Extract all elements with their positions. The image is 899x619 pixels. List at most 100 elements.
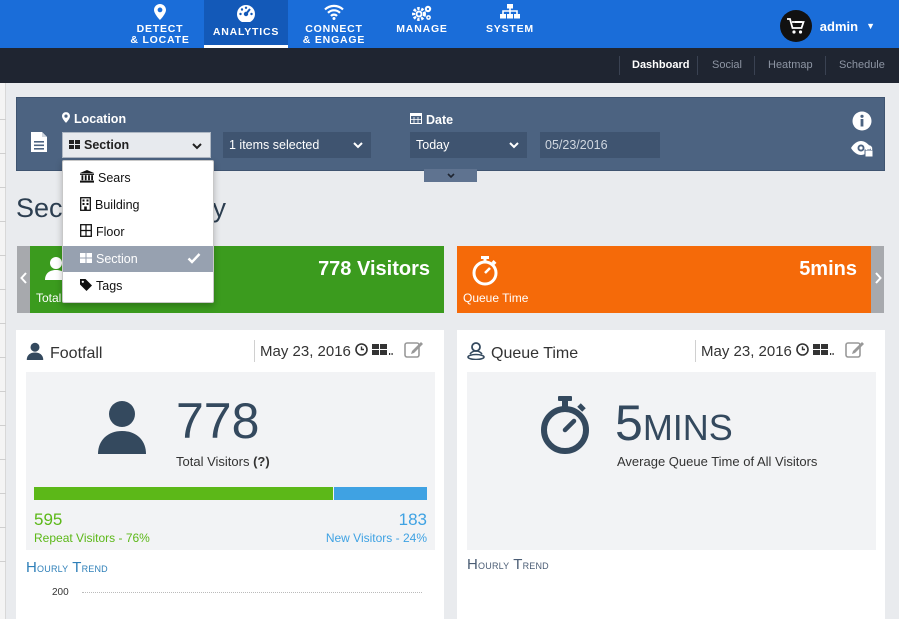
new-visitors-count: 183 (398, 510, 427, 529)
avg-queue-value-unit: MINS (642, 407, 733, 448)
queue-kpi-value: 5mins (799, 258, 857, 280)
tab-social[interactable]: Social (712, 59, 742, 71)
queue-trend-title: Hourly Trend (467, 556, 549, 573)
carousel-next-button[interactable] (871, 246, 884, 313)
section-grid-icon (80, 252, 92, 266)
collapse-filter-toggle[interactable] (424, 169, 477, 182)
caret-down-icon: ▼ (866, 21, 875, 31)
user-icon (97, 400, 147, 459)
dropdown-item-building[interactable]: Building (63, 192, 213, 218)
footfall-date: May 23, 2016 (260, 342, 351, 360)
location-label-text: Location (74, 112, 127, 126)
dropdown-item-label: Building (95, 198, 140, 212)
page-title: Sec y (16, 193, 226, 224)
total-visitors-value: 778 (176, 393, 260, 449)
date-label-text: Date (426, 112, 454, 127)
page-title-end: y (212, 193, 227, 223)
tab-heatmap[interactable]: Heatmap (768, 59, 813, 71)
map-marker-icon (62, 112, 70, 126)
trend-title-part: T (72, 559, 82, 576)
repeat-visitors-count: 595 (34, 510, 63, 529)
building-icon (80, 196, 91, 214)
divider (825, 56, 826, 75)
dropdown-item-label: Floor (96, 225, 125, 239)
tab-dashboard[interactable]: Dashboard (632, 59, 690, 71)
filter-panel: Location Section 1 items selected Date T… (16, 97, 885, 182)
dropdown-item-label: Sears (98, 171, 131, 185)
map-marker-icon (118, 4, 202, 22)
queue-toolbar: May 23, 2016 (695, 340, 865, 362)
repeat-visitors-label: Repeat Visitors - 76% (34, 531, 150, 545)
items-select[interactable]: 1 items selected (223, 132, 371, 158)
nav-label-line1: SYSTEM (486, 23, 534, 35)
carousel-prev-button[interactable] (17, 246, 30, 313)
edit-icon[interactable] (845, 340, 865, 362)
chevron-down-icon (192, 133, 202, 168)
document-icon[interactable] (30, 131, 48, 158)
checkmark-icon (187, 251, 201, 268)
calendar-icon (410, 112, 422, 127)
chevron-down-icon (353, 132, 363, 167)
clock-icon[interactable] (796, 342, 809, 360)
user-menu[interactable]: admin ▼ (779, 10, 875, 42)
eye-lock-icon[interactable] (850, 140, 874, 163)
help-link[interactable]: (?) (253, 454, 270, 469)
sitemap-icon (468, 4, 552, 22)
trend-title-part: T (513, 556, 523, 573)
info-icon[interactable] (852, 111, 872, 136)
location-type-dropdown: Sears Building Floor Section Tags (62, 160, 214, 303)
queue-kpi-label: Queue Time (463, 291, 529, 305)
location-label: Location (62, 112, 126, 126)
dropdown-item-section[interactable]: Section (63, 246, 213, 272)
avg-queue-value: 5MINS (615, 394, 733, 452)
divider (697, 56, 698, 75)
stopwatch-icon (539, 396, 591, 461)
nav-label-line2: & LOCATE (130, 34, 190, 46)
page-title-start: Sec (16, 193, 63, 223)
location-select-value: Section (84, 138, 130, 152)
section-grid-icon[interactable] (371, 342, 394, 360)
dropdown-item-tags[interactable]: Tags (63, 273, 213, 299)
nav-system[interactable]: SYSTEM (468, 0, 552, 48)
items-select-value: 1 items selected (229, 138, 320, 152)
queue-summary: 5MINS Average Queue Time of All Visitors (467, 372, 876, 550)
section-grid-icon[interactable] (812, 342, 835, 360)
chevron-down-icon (446, 169, 456, 182)
footfall-title: Footfall (26, 342, 102, 365)
dropdown-item-label: Tags (96, 279, 123, 293)
username: admin (819, 18, 859, 34)
nav-analytics[interactable]: ANALYTICS (204, 0, 288, 48)
footfall-summary: 778 Total Visitors (?) 595 Repeat Visito… (26, 372, 435, 550)
tab-schedule[interactable]: Schedule (839, 59, 885, 71)
total-visitors-label-text: Total Visitors (176, 454, 250, 469)
nav-manage[interactable]: MANAGE (380, 0, 464, 48)
trend-title-part: rend (81, 560, 108, 575)
queue-title-text: Queue Time (491, 344, 579, 362)
footfall-panel: Footfall May 23, 2016 778 Total Visitors… (16, 330, 444, 619)
queue-kpi-card[interactable]: 5mins Queue Time (457, 246, 871, 313)
queue-panel: Queue Time May 23, 2016 5MINS Average Qu… (457, 330, 885, 619)
date-range-select[interactable]: Today (410, 132, 527, 158)
stopwatch-icon (471, 256, 499, 291)
institution-icon (80, 170, 94, 186)
dropdown-item-floor[interactable]: Floor (63, 219, 213, 245)
new-visitors-bar (334, 487, 427, 500)
date-input[interactable]: 05/23/2016 (540, 132, 660, 158)
date-range-value: Today (416, 138, 450, 152)
trend-title-part: H (26, 559, 38, 576)
left-edge-strip (0, 83, 6, 619)
wifi-icon (292, 4, 376, 22)
dropdown-item-sears[interactable]: Sears (63, 165, 213, 191)
nav-detect-locate[interactable]: DETECT & LOCATE (118, 0, 202, 48)
location-select[interactable]: Section (62, 132, 211, 158)
edit-icon[interactable] (404, 340, 424, 362)
sub-navigation: Dashboard Social Heatmap Schedule (0, 48, 899, 83)
nav-connect-engage[interactable]: CONNECT & ENGAGE (292, 0, 376, 48)
clock-icon[interactable] (355, 342, 368, 360)
nav-label-line1: ANALYTICS (212, 26, 280, 38)
y-axis-tick: 200 (52, 587, 69, 598)
dashboard-gauge-icon (204, 4, 288, 22)
new-visitors-label: New Visitors - 24% (325, 531, 427, 545)
nav-label-line2: & ENGAGE (302, 34, 366, 46)
total-visitors-label: Total Visitors (?) (176, 454, 270, 469)
